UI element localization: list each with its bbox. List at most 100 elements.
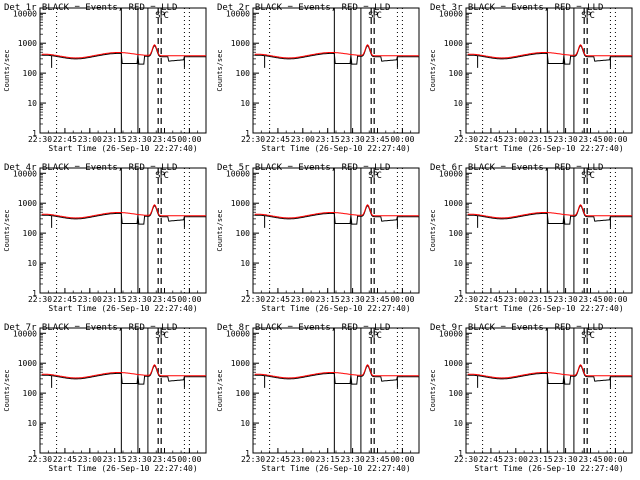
y-tick-label: 1 [458,129,463,138]
series-events-line [41,45,206,65]
y-tick-label: 1000 [18,199,37,208]
x-axis-label: Start Time (26-Sep-10 22:27:40) [261,304,410,313]
x-tick-label: 23:45 [365,135,389,144]
x-tick-label: 23:45 [578,295,602,304]
x-tick-label: 22:45 [479,295,503,304]
detector-panel: Det 9r BLACK = Events, RED = LLD11010010… [429,323,633,473]
x-tick-label: 22:30 [241,135,265,144]
flare-marker-label: C [376,331,381,341]
detector-panel: Det 5r BLACK = Events, RED = LLD11010010… [216,163,420,313]
series-events-line [467,205,632,225]
y-tick-label: 100 [236,389,251,398]
x-tick-label: 23:00 [504,295,528,304]
x-tick-label: 23:00 [78,135,102,144]
detector-panel: Det 3r BLACK = Events, RED = LLD11010010… [429,3,633,153]
x-tick-label: 23:15 [316,455,340,464]
x-tick-label: 22:45 [53,135,77,144]
x-tick-label: 23:00 [504,135,528,144]
series-lld-line [254,44,419,59]
x-tick-label: 22:45 [53,295,77,304]
x-tick-label: 23:15 [103,455,127,464]
y-tick-label: 100 [23,69,38,78]
flare-marker-label: C [589,171,594,181]
x-tick-label: 23:45 [152,135,176,144]
y-tick-label: 1 [245,449,250,458]
y-tick-label: 10 [27,99,37,108]
y-axis-label: Counts/sec [216,209,224,251]
y-tick-label: 1000 [444,359,463,368]
y-tick-label: 1000 [231,359,250,368]
y-tick-label: 100 [23,389,38,398]
flare-marker-label: P [373,11,379,21]
x-tick-label: 23:30 [554,295,578,304]
y-tick-label: 1 [245,129,250,138]
x-tick-label: 23:15 [103,295,127,304]
detector-panel: Det 8r BLACK = Events, RED = LLD11010010… [216,323,420,473]
x-tick-label: 00:00 [603,455,627,464]
y-tick-label: 100 [449,69,464,78]
y-axis-label: Counts/sec [429,209,437,251]
x-tick-label: 23:00 [291,135,315,144]
y-tick-label: 10 [453,419,463,428]
series-lld-line [467,44,632,59]
axes-frame [39,7,207,134]
y-tick-label: 100 [449,389,464,398]
axes-frame [465,327,633,454]
y-tick-label: 1000 [18,39,37,48]
x-tick-label: 23:00 [291,295,315,304]
x-axis-label: Start Time (26-Sep-10 22:27:40) [48,464,197,473]
series-lld-line [467,364,632,379]
y-tick-label: 1 [32,129,37,138]
y-tick-label: 100 [236,229,251,238]
y-tick-label: 10 [453,99,463,108]
x-tick-label: 23:30 [128,135,152,144]
detector-panel: Det 2r BLACK = Events, RED = LLD11010010… [216,3,420,153]
x-tick-label: 23:30 [341,295,365,304]
axes-frame [39,167,207,294]
y-tick-label: 1000 [18,359,37,368]
y-tick-label: 1 [32,289,37,298]
axes-frame [465,167,633,294]
x-tick-label: 23:30 [128,455,152,464]
axes-frame [252,167,420,294]
x-tick-label: 23:45 [365,455,389,464]
x-tick-label: 23:45 [578,135,602,144]
y-tick-label: 100 [23,229,38,238]
x-axis-label: Start Time (26-Sep-10 22:27:40) [474,464,623,473]
series-lld-line [41,44,206,59]
flare-marker-label: P [160,171,166,181]
y-axis-label: Counts/sec [216,49,224,91]
x-tick-label: 22:30 [454,295,478,304]
flare-marker-label: S [368,331,373,341]
detector-panel: Det 7r BLACK = Events, RED = LLD11010010… [3,323,207,473]
x-axis-label: Start Time (26-Sep-10 22:27:40) [474,304,623,313]
flare-marker-label: S [368,171,373,181]
series-events-line [254,45,419,65]
x-tick-label: 23:30 [554,455,578,464]
y-tick-label: 10000 [226,329,250,338]
flare-marker-label: P [586,11,592,21]
series-lld-line [41,364,206,379]
flare-marker-label: C [163,331,168,341]
detector-panel: Det 4r BLACK = Events, RED = LLD11010010… [3,163,207,313]
x-tick-label: 23:30 [341,135,365,144]
x-tick-label: 22:30 [241,295,265,304]
y-tick-label: 10 [27,419,37,428]
flare-marker-label: P [586,171,592,181]
y-tick-label: 1 [32,449,37,458]
flare-marker-label: C [163,171,168,181]
x-axis-label: Start Time (26-Sep-10 22:27:40) [261,144,410,153]
x-tick-label: 22:30 [28,455,52,464]
x-tick-label: 22:45 [266,455,290,464]
axes-frame [252,327,420,454]
y-tick-label: 10 [240,419,250,428]
y-tick-label: 10000 [439,169,463,178]
flare-marker-label: P [373,331,379,341]
x-tick-label: 23:45 [578,455,602,464]
x-tick-label: 22:30 [241,455,265,464]
x-tick-label: 23:15 [529,295,553,304]
flare-marker-label: S [155,331,160,341]
y-axis-label: Counts/sec [429,369,437,411]
y-tick-label: 100 [236,69,251,78]
x-tick-label: 23:00 [504,455,528,464]
